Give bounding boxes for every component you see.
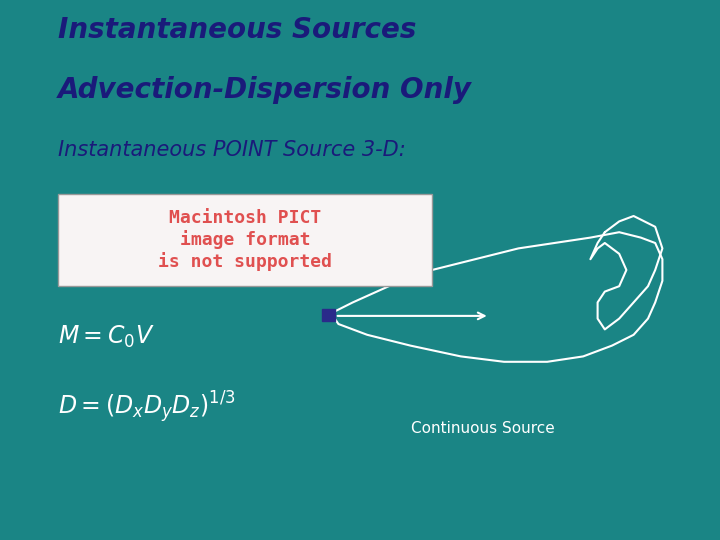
Text: Advection-Dispersion Only: Advection-Dispersion Only (58, 76, 472, 104)
Text: Instantaneous POINT Source 3-D:: Instantaneous POINT Source 3-D: (58, 140, 405, 160)
Text: Macintosh PICT
image format
is not supported: Macintosh PICT image format is not suppo… (158, 210, 332, 271)
Text: Continuous Source: Continuous Source (410, 421, 554, 436)
Text: $M = C_0V$: $M = C_0V$ (58, 324, 154, 350)
Text: Instantaneous Sources: Instantaneous Sources (58, 16, 416, 44)
Bar (58, 194, 432, 286)
Bar (322, 309, 335, 321)
Text: $D = (D_xD_yD_z)^{1/3}$: $D = (D_xD_yD_z)^{1/3}$ (58, 389, 235, 424)
